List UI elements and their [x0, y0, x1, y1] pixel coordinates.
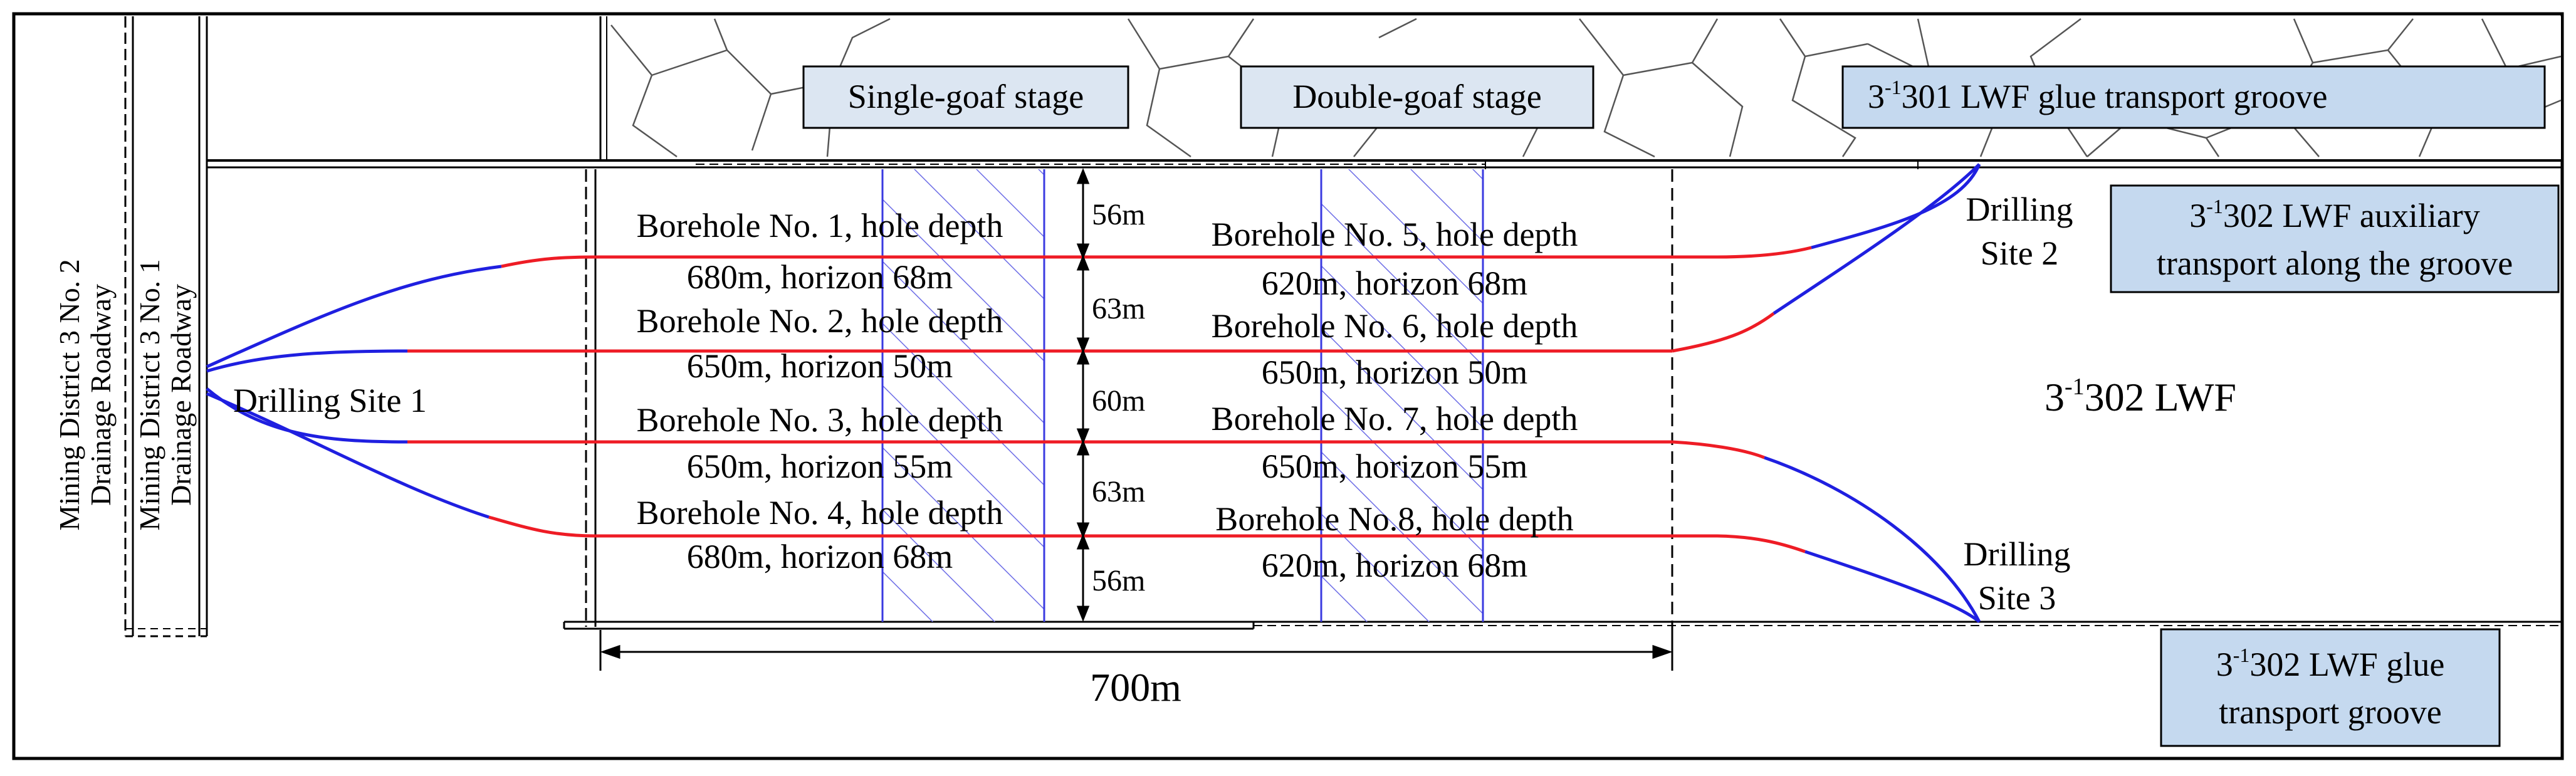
borehole-7-label-a: Borehole No. 7, hole depth — [1212, 400, 1578, 438]
borehole-4-red — [488, 515, 1672, 538]
spacing-label-1: 56m — [1092, 198, 1145, 231]
borehole-1-label-b: 680m, horizon 68m — [687, 258, 953, 296]
borehole-8-blue — [1804, 550, 1981, 623]
single-goaf-box — [802, 65, 1129, 129]
length-dimension — [599, 627, 1673, 671]
roadway-no1-label: Mining District 3 No. 1Drainage Roadway — [134, 259, 197, 530]
borehole-labels-right: Borehole No. 5, hole depth 620m, horizon… — [1212, 216, 1578, 584]
borehole-7-label-b: 650m, horizon 55m — [1262, 448, 1527, 485]
borehole-6-blue — [1772, 163, 1981, 315]
double-goaf-zone — [1321, 169, 1483, 622]
borehole-8-label-b: 620m, horizon 68m — [1262, 547, 1527, 584]
borehole-1-blue — [206, 265, 502, 369]
borehole-5-label-a: Borehole No. 5, hole depth — [1212, 216, 1578, 253]
borehole-2-label-b: 650m, horizon 50m — [687, 347, 953, 385]
spacing-label-4: 63m — [1092, 475, 1145, 508]
length-label: 700m — [1090, 665, 1181, 710]
lwf-1302-glue-box — [2160, 628, 2501, 747]
borehole-6-label-b: 650m, horizon 50m — [1262, 354, 1527, 391]
borehole-1-label-a: Borehole No. 1, hole depth — [637, 207, 1003, 244]
lwf-1302-aux-line1: 3-1302 LWF auxiliary — [2189, 195, 2480, 234]
roadway-no2-label: Mining District 3 No. 2Drainage Roadway — [53, 259, 117, 530]
drainage-roadways — [124, 16, 208, 637]
lwf-1302-glue-line1: 3-1302 LWF glue — [2216, 644, 2445, 683]
single-goaf-label: Single-goaf stage — [848, 78, 1084, 115]
borehole-1-red — [501, 255, 1672, 268]
borehole-labels-left: Borehole No. 1, hole depth 680m, horizon… — [637, 207, 1003, 575]
face-boundaries — [585, 169, 1673, 627]
borehole-5-label-b: 620m, horizon 68m — [1262, 265, 1527, 302]
lwf-1301-glue-box — [1841, 65, 2546, 129]
borehole-2-label-a: Borehole No. 2, hole depth — [637, 302, 1003, 340]
drilling-site-1-label: Drilling Site 1 — [233, 382, 427, 419]
borehole-4-label-b: 680m, horizon 68m — [687, 538, 953, 575]
double-goaf-box — [1240, 65, 1594, 129]
lwf-1301-glue-label: 3-1301 LWF glue transport groove — [1868, 76, 2328, 115]
borehole-8-label-a: Borehole No.8, hole depth — [1215, 500, 1573, 538]
boreholes-site23 — [1672, 163, 1981, 623]
drilling-site-2-label: Drilling Site 2 — [1966, 191, 2073, 272]
borehole-3-label-b: 650m, horizon 55m — [687, 448, 953, 485]
borehole-4-blue — [206, 392, 490, 519]
borehole-7-blue — [1764, 456, 1981, 623]
borehole-6-red — [1672, 312, 1775, 353]
boreholes-site1 — [206, 255, 1672, 538]
lwf-1302-label: 3-1302 LWF — [2045, 374, 2236, 419]
borehole-5-red — [1672, 246, 1812, 259]
spacing-label-3: 60m — [1092, 384, 1145, 417]
spacing-labels: 56m 63m 60m 63m 56m — [1092, 198, 1145, 597]
lwf-1302-aux-box — [2110, 184, 2560, 293]
spacing-label-5: 56m — [1092, 564, 1145, 597]
drilling-site-3-label: Drilling Site 3 — [1964, 535, 2071, 617]
spacing-dimensions — [1076, 167, 1090, 622]
upper-roadway — [207, 16, 2561, 169]
single-goaf-zone — [882, 169, 1044, 622]
borehole-3-label-a: Borehole No. 3, hole depth — [637, 401, 1003, 439]
borehole-4-label-a: Borehole No. 4, hole depth — [637, 494, 1003, 532]
lwf-1302-glue-line2: transport groove — [2219, 693, 2441, 731]
lwf-1302-aux-line2: transport along the groove — [2157, 244, 2513, 282]
borehole-8-red — [1672, 534, 1806, 553]
borehole-7-red — [1672, 440, 1765, 459]
spacing-label-2: 63m — [1092, 292, 1145, 325]
borehole-2-blue — [206, 349, 408, 373]
borehole-6-label-a: Borehole No. 6, hole depth — [1212, 307, 1578, 345]
double-goaf-label: Double-goaf stage — [1292, 78, 1541, 115]
